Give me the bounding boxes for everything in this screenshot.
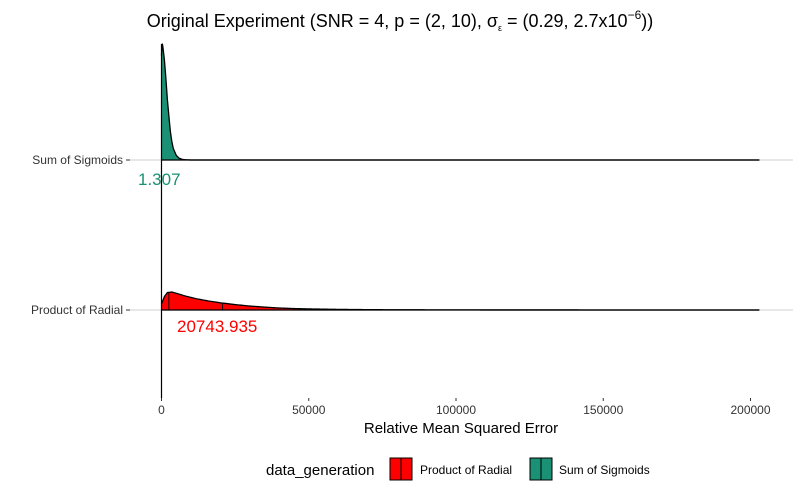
x-axis-label: Relative Mean Squared Error <box>364 420 558 437</box>
legend-label-product-of-radial: Product of Radial <box>420 463 512 477</box>
legend-item-product-of-radial: Product of Radial <box>389 457 512 481</box>
median-label-sum-of-sigmoids: 1.307 <box>138 170 181 189</box>
title-tail-a: = (0.29, 2.7x10 <box>502 11 628 31</box>
ridge-product-of-radial <box>160 291 760 311</box>
legend: data_generation Product of Radial Sum of… <box>266 457 650 481</box>
median-annotations: 20743.935 1.307 <box>138 170 257 336</box>
legend-label-sum-of-sigmoids: Sum of Sigmoids <box>559 463 650 477</box>
y-tick-label-sum-of-sigmoids: Sum of Sigmoids <box>32 153 123 167</box>
y-tick-label-product-of-radial: Product of Radial <box>31 303 123 317</box>
x-tick-label: 50000 <box>292 403 326 417</box>
chart-title: Original Experiment (SNR = 4, p = (2, 10… <box>147 8 654 33</box>
x-tick-label: 100000 <box>436 403 476 417</box>
median-label-product-of-radial: 20743.935 <box>177 317 257 336</box>
gridlines <box>130 159 793 311</box>
title-eps: ε <box>498 23 502 33</box>
ridges <box>160 43 760 311</box>
title-exponent: −6 <box>628 8 642 22</box>
x-axis-ticks: 0 50000 100000 150000 200000 <box>158 398 771 417</box>
x-tick-label: 200000 <box>730 403 770 417</box>
y-axis-ticks: Product of Radial Sum of Sigmoids <box>31 153 130 317</box>
legend-title: data_generation <box>266 462 374 479</box>
x-tick-label: 150000 <box>583 403 623 417</box>
ridge-sum-of-sigmoids <box>160 43 760 161</box>
density-outline-sum-of-sigmoids <box>160 43 760 161</box>
density-fill-product-of-radial <box>161 292 760 310</box>
density-fill-sum-of-sigmoids <box>161 44 760 160</box>
title-main: Original Experiment (SNR = 4, p = (2, 10… <box>147 11 487 31</box>
title-sigma: σ <box>487 11 498 31</box>
title-tail-b: )) <box>641 11 653 31</box>
legend-item-sum-of-sigmoids: Sum of Sigmoids <box>529 457 650 481</box>
x-tick-label: 0 <box>158 403 165 417</box>
